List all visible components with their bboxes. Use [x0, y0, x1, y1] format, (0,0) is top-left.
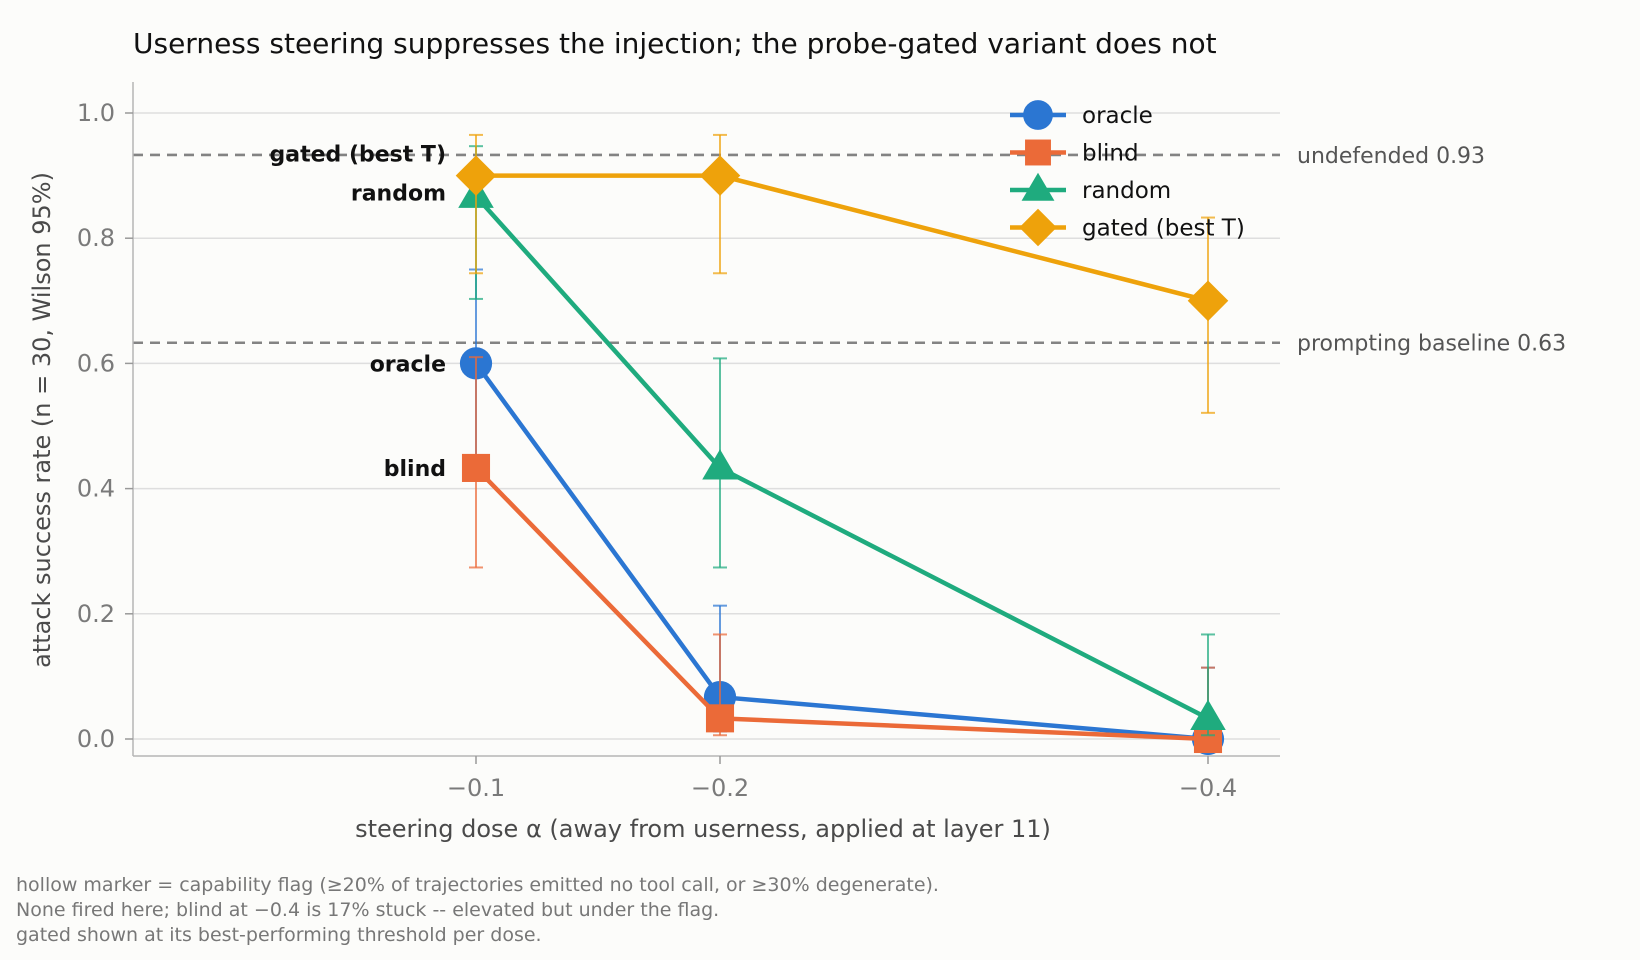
legend-label: blind: [1082, 141, 1139, 167]
y-tick-label: 0.6: [77, 349, 115, 377]
y-tick-label: 0.4: [77, 475, 115, 503]
data-point: [705, 704, 735, 733]
data-point: [461, 453, 491, 482]
y-axis-ticks: 0.0 0.2 0.4 0.6 0.8 1.0: [77, 99, 133, 753]
legend: oracle blind random gated (best T): [1010, 100, 1245, 247]
series-label: blind: [384, 457, 446, 482]
x-axis-ticks: −0.1 −0.2 −0.4: [447, 756, 1237, 802]
legend-swatch-marker: [1021, 172, 1055, 201]
data-point: [699, 155, 741, 196]
series-label: random: [351, 181, 446, 206]
legend-item: oracle: [1010, 100, 1153, 130]
x-tick-label: −0.2: [691, 774, 749, 802]
y-tick-label: 1.0: [77, 99, 115, 127]
grid-lines: [133, 112, 1280, 740]
series-label: gated (best T): [270, 143, 447, 168]
legend-swatch-marker: [1023, 100, 1053, 130]
series-label: oracle: [370, 352, 446, 377]
legend-label: random: [1082, 178, 1171, 204]
footnote-line-1: hollow marker = capability flag (≥20% of…: [16, 874, 939, 896]
data-point: [1187, 280, 1229, 322]
legend-swatch-marker: [1025, 139, 1051, 166]
x-tick-label: −0.1: [447, 774, 505, 802]
reference-line-label: prompting baseline 0.63: [1297, 332, 1566, 357]
y-tick-label: 0.2: [77, 600, 115, 628]
x-tick-label: −0.4: [1179, 774, 1237, 802]
chart-title: Userness steering suppresses the injecti…: [133, 27, 1217, 60]
series-end-labels: oracle blind random gated (best T): [270, 143, 447, 482]
legend-item: random: [1010, 172, 1171, 204]
series-group: [461, 356, 1223, 754]
axes: [132, 82, 1280, 757]
series-line: [474, 466, 1209, 742]
legend-label: gated (best T): [1082, 216, 1245, 242]
legend-item: gated (best T): [1010, 208, 1245, 247]
data-point: [455, 155, 497, 196]
legend-label: oracle: [1082, 103, 1153, 129]
reference-line-label: undefended 0.93: [1297, 144, 1485, 169]
data-point: [1190, 699, 1226, 730]
footnote-line-3: gated shown at its best-performing thres…: [16, 924, 542, 946]
y-tick-label: 0.0: [77, 725, 115, 753]
reference-lines: undefended 0.93 prompting baseline 0.63: [133, 144, 1566, 357]
y-axis-title: attack success rate (n = 30, Wilson 95%): [28, 172, 56, 668]
series-group: [458, 145, 1226, 737]
series-line: [474, 362, 1209, 742]
series-layer: [455, 133, 1229, 756]
y-tick-label: 0.8: [77, 224, 115, 252]
series-group: [455, 133, 1229, 414]
data-point: [702, 449, 738, 480]
x-axis-title: steering dose α (away from userness, app…: [355, 815, 1051, 843]
legend-item: blind: [1010, 139, 1139, 167]
footnote-line-2: None fired here; blind at −0.4 is 17% st…: [16, 899, 720, 921]
legend-swatch-marker: [1019, 208, 1057, 247]
